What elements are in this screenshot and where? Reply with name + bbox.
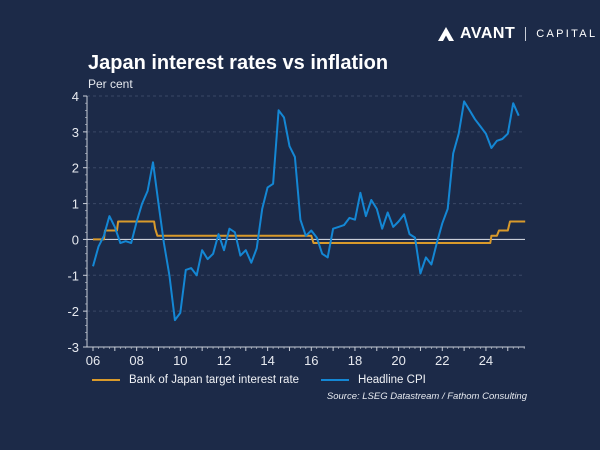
- x-tick-label: 20: [391, 353, 405, 368]
- series-lines: [92, 100, 526, 322]
- x-tick-label: 18: [348, 353, 362, 368]
- legend: Bank of Japan target interest rate Headl…: [92, 374, 448, 386]
- series-line-headline-cpi: [92, 100, 520, 322]
- x-tick-label: 24: [479, 353, 493, 368]
- y-tick-label: -3: [67, 340, 79, 355]
- y-tick-label: -1: [67, 268, 79, 283]
- y-axis-unit-label: Per cent: [88, 77, 133, 91]
- y-tick-label: 0: [72, 232, 79, 247]
- chart-title: Japan interest rates vs inflation: [88, 52, 389, 74]
- axes: [83, 95, 525, 351]
- source-note: Source: LSEG Datastream / Fathom Consult…: [326, 391, 527, 402]
- x-tick-label: 16: [304, 353, 318, 368]
- x-tick-label: 10: [173, 353, 187, 368]
- y-tick-label: 3: [72, 125, 79, 140]
- series-line-boj-rate: [93, 220, 526, 244]
- y-tick-label: -2: [67, 304, 79, 319]
- brand-logo-group: AVANT CAPITAL: [438, 25, 597, 43]
- avant-logo-icon: [438, 27, 454, 41]
- brand-divider: [525, 27, 527, 41]
- brand-name: AVANT: [460, 25, 516, 42]
- legend-swatch-boj: [92, 379, 120, 381]
- x-tick-label: 06: [86, 353, 100, 368]
- y-tick-label: 1: [72, 197, 79, 212]
- legend-item-boj: Bank of Japan target interest rate: [92, 374, 299, 386]
- legend-swatch-cpi: [321, 379, 350, 381]
- gridlines: [87, 95, 525, 312]
- x-tick-label: 14: [260, 353, 274, 368]
- legend-item-cpi: Headline CPI: [321, 374, 426, 386]
- legend-label-cpi: Headline CPI: [358, 374, 426, 386]
- y-tick-label: 4: [72, 89, 79, 104]
- brand-subname: CAPITAL: [536, 28, 598, 40]
- legend-label-boj: Bank of Japan target interest rate: [129, 374, 300, 386]
- x-tick-label: 08: [129, 353, 143, 368]
- x-tick-label: 12: [217, 353, 231, 368]
- x-tick-label: 22: [435, 353, 449, 368]
- y-tick-label: 2: [72, 161, 79, 176]
